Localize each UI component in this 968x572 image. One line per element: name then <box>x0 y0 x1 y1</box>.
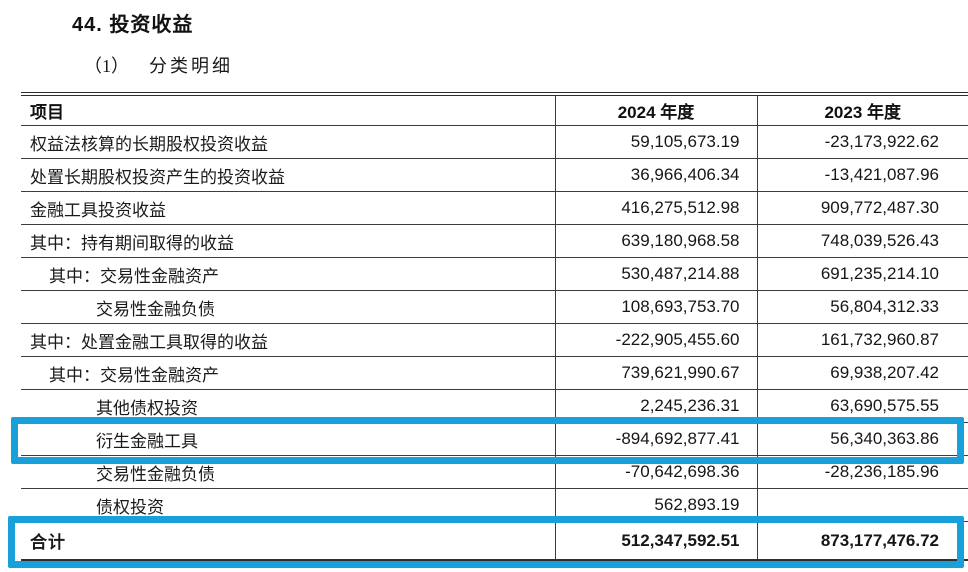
value-2023: -23,173,922.62 <box>756 125 968 159</box>
subsection-label: 分类明细 <box>149 56 233 76</box>
table-row-total: 合计 512,347,592.51 873,177,476.72 <box>21 521 968 561</box>
value-2024: -70,642,698.36 <box>554 455 757 489</box>
row-label: 衍生金融工具 <box>21 422 555 456</box>
row-label: 其中：持有期间取得的收益 <box>21 224 555 258</box>
table-row: 金融工具投资收益 416,275,512.98 909,772,487.30 <box>21 191 968 225</box>
value-2024: 639,180,968.58 <box>554 224 757 258</box>
row-label: 债权投资 <box>21 488 555 522</box>
row-label: 其中：处置金融工具取得的收益 <box>21 323 555 357</box>
col-header-2024: 2024 年度 <box>554 95 757 126</box>
value-2023: 63,690,575.55 <box>756 389 968 423</box>
row-label: 交易性金融负债 <box>21 290 555 324</box>
value-2024: 2,245,236.31 <box>554 389 757 423</box>
investment-income-table: 项目 2024 年度 2023 年度 权益法核算的长期股权投资收益 59,105,… <box>21 95 968 561</box>
table-row: 其他债权投资 2,245,236.31 63,690,575.55 <box>21 389 968 423</box>
value-2023 <box>756 488 968 522</box>
income-table-container: 项目 2024 年度 2023 年度 权益法核算的长期股权投资收益 59,105,… <box>8 92 968 568</box>
table-row: 其中：交易性金融资产 530,487,214.88 691,235,214.10 <box>21 257 968 291</box>
section-title: 44. 投资收益 <box>72 14 194 36</box>
value-2024: 530,487,214.88 <box>554 257 757 291</box>
row-label: 权益法核算的长期股权投资收益 <box>21 125 555 159</box>
subsection-marker: （1） <box>84 56 129 76</box>
table-header-row: 项目 2024 年度 2023 年度 <box>21 95 968 126</box>
table-row: 交易性金融负债 108,693,753.70 56,804,312.33 <box>21 290 968 324</box>
value-2024: -222,905,455.60 <box>554 323 757 357</box>
value-2023: 56,340,363.86 <box>756 422 968 456</box>
row-label: 其中：交易性金融资产 <box>21 257 555 291</box>
row-label: 处置长期股权投资产生的投资收益 <box>21 158 555 192</box>
value-2023: 691,235,214.10 <box>756 257 968 291</box>
value-2023: 69,938,207.42 <box>756 356 968 390</box>
value-2024: 416,275,512.98 <box>554 191 757 225</box>
value-2024: 59,105,673.19 <box>554 125 757 159</box>
value-2024: -894,692,877.41 <box>554 422 757 456</box>
row-label: 其他债权投资 <box>21 389 555 423</box>
col-header-item: 项目 <box>21 95 555 126</box>
col-header-2023: 2023 年度 <box>756 95 968 126</box>
table-row: 衍生金融工具 -894,692,877.41 56,340,363.86 <box>21 422 968 456</box>
value-2024: 739,621,990.67 <box>554 356 757 390</box>
value-2023: 56,804,312.33 <box>756 290 968 324</box>
value-2024: 512,347,592.51 <box>554 521 757 561</box>
value-2024: 562,893.19 <box>554 488 757 522</box>
value-2023: 748,039,526.43 <box>756 224 968 258</box>
row-label: 金融工具投资收益 <box>21 191 555 225</box>
table-row: 债权投资 562,893.19 <box>21 488 968 522</box>
table-row: 交易性金融负债 -70,642,698.36 -28,236,185.96 <box>21 455 968 489</box>
row-label: 交易性金融负债 <box>21 455 555 489</box>
value-2024: 108,693,753.70 <box>554 290 757 324</box>
table-row: 权益法核算的长期股权投资收益 59,105,673.19 -23,173,922.6… <box>21 125 968 159</box>
value-2023: -13,421,087.96 <box>756 158 968 192</box>
value-2024: 36,966,406.34 <box>554 158 757 192</box>
value-2023: 161,732,960.87 <box>756 323 968 357</box>
table-row: 其中：持有期间取得的收益 639,180,968.58 748,039,526.43 <box>21 224 968 258</box>
table-row: 其中：处置金融工具取得的收益 -222,905,455.60 161,732,960… <box>21 323 968 357</box>
value-2023: 909,772,487.30 <box>756 191 968 225</box>
row-label: 合计 <box>21 521 555 561</box>
subsection-title: （1） 分类明细 <box>84 52 233 78</box>
value-2023: 873,177,476.72 <box>756 521 968 561</box>
value-2023: -28,236,185.96 <box>756 455 968 489</box>
row-label: 其中：交易性金融资产 <box>21 356 555 390</box>
table-row: 处置长期股权投资产生的投资收益 36,966,406.34 -13,421,087.… <box>21 158 968 192</box>
table-row: 其中：交易性金融资产 739,621,990.67 69,938,207.42 <box>21 356 968 390</box>
